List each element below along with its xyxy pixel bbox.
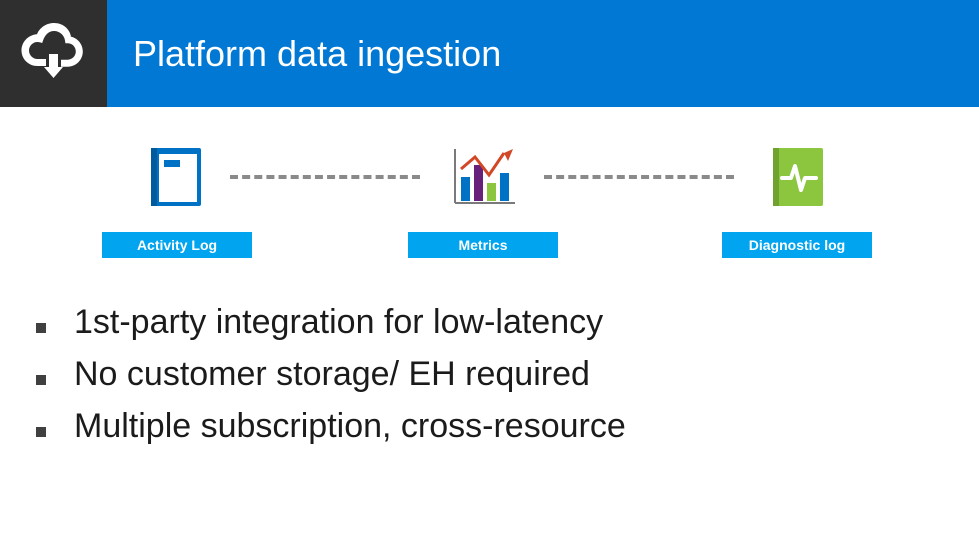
bullet-text: Multiple subscription, cross-resource [74, 404, 626, 450]
dash-1 [230, 175, 420, 179]
diagnostic-log-label: Diagnostic log [722, 232, 872, 258]
bullet-text: 1st-party integration for low-latency [74, 300, 603, 346]
list-item: Multiple subscription, cross-resource [36, 404, 939, 450]
slide: Platform data ingestion [0, 0, 979, 551]
bullet-square-icon [36, 427, 46, 437]
icons-row [0, 142, 979, 222]
cloud-download-icon [20, 22, 88, 85]
bullet-list: 1st-party integration for low-latency No… [36, 300, 939, 456]
labels-row: Activity Log Metrics Diagnostic log [0, 232, 979, 260]
metrics-label: Metrics [408, 232, 558, 258]
diagnostic-log-icon [762, 146, 834, 208]
metrics-icon [448, 146, 520, 208]
activity-log-label: Activity Log [102, 232, 252, 258]
list-item: 1st-party integration for low-latency [36, 300, 939, 346]
bullet-text: No customer storage/ EH required [74, 352, 590, 398]
header: Platform data ingestion [0, 0, 979, 107]
bullet-square-icon [36, 375, 46, 385]
activity-log-icon [140, 146, 212, 208]
bullet-square-icon [36, 323, 46, 333]
list-item: No customer storage/ EH required [36, 352, 939, 398]
dash-2 [544, 175, 734, 179]
header-icon-box [0, 0, 107, 107]
page-title: Platform data ingestion [107, 0, 979, 107]
